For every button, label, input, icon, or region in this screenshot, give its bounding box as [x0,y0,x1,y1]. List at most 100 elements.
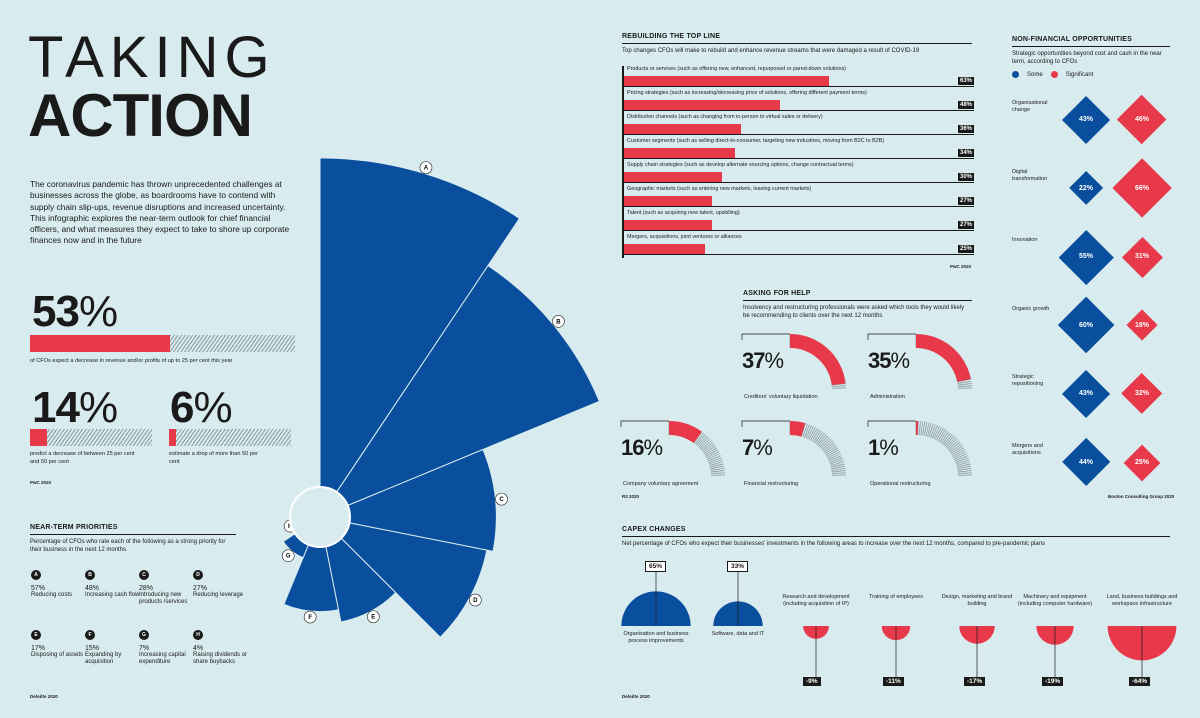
topline-bar [624,196,712,207]
topline-value: 27% [957,197,974,205]
topline-bar [624,172,722,183]
priority-badge: E [31,630,41,640]
priority-label: Reducing leverage [193,592,244,598]
priority-item: H 4% Raising dividends or share buybacks [193,630,253,666]
gauge-hatch [955,459,970,465]
priority-label: Introducing new products /services [139,592,188,605]
nonfin-value-significant: 66% [1134,184,1149,192]
topline-line [624,182,974,183]
gauge-unit: % [764,348,784,373]
topline-bar [624,124,742,135]
gauge-hatch [928,423,934,438]
gauge-tick [741,333,790,340]
gauge-hatch [824,445,837,454]
capex-label: Research and development (including acqu… [782,594,850,607]
gauge-hatch [810,427,818,441]
gauge-hatch [953,453,968,460]
rose-label-G: G [286,554,291,560]
rose-label-A: A [424,166,429,172]
topline-row: Mergers, acquisitions, joint ventures or… [624,234,974,255]
gauge-hatch [831,387,846,389]
gauge-hatch [940,431,950,444]
gauge-hatch [829,459,844,465]
gauge-hatch [708,457,722,463]
topline-value: 36% [957,125,974,133]
legend-some-label: Some [1027,71,1043,78]
rose-label-H: H [288,524,292,530]
capex-label: Land, business buildings and workspace i… [1106,594,1178,607]
gauge-number: 16 [621,435,645,460]
capex-section: CAPEX CHANGES Net percentage of CFOs who… [622,526,1170,548]
capex-label: Organisation and business process improv… [623,631,689,644]
stat-main-value: 53% [32,287,118,336]
gauge-hatch [823,443,836,453]
gauge-hatch [957,385,972,388]
topline-label: Distribution channels (such as changing … [627,114,823,120]
topline-bar [624,220,712,231]
priority-label: Increasing cash flow [85,592,140,598]
nonfin-value-significant: 31% [1134,253,1149,260]
gauge-hatch [710,465,725,470]
gauge-value: 16% [621,435,663,461]
nonfin-label: Mergers and acquisitions [1012,442,1043,456]
topline-line [624,254,974,255]
gauge-hatch [826,449,840,457]
gauge-hatch [804,424,810,438]
stat-main-bar [30,335,295,352]
capex-label: Machinery and equipment (including compu… [1017,594,1093,607]
gauge-hatch [936,427,944,441]
priority-item: D 27% Reducing leverage [193,570,253,599]
priority-label: Reducing costs [31,592,73,598]
gauge-hatch [953,451,967,459]
rose-label-C: C [499,497,504,503]
priority-badge: A [31,570,41,580]
gauge-hatch [819,437,830,448]
nonfin-title: NON-FINANCIAL OPPORTUNITIES [1012,36,1170,47]
gauge-hatch [939,430,948,443]
gauge-tick [867,420,916,427]
priority-badge: H [193,630,203,640]
priorities-section: NEAR-TERM PRIORITIES Percentage of CFOs … [30,524,236,554]
nonfin-value-some: 44% [1078,458,1093,466]
gauge-label: Operational restructuring [870,481,931,487]
gauge-hatch [818,435,829,447]
gauge-tick [741,420,790,427]
gauge-hatch [930,424,936,438]
nonfin-label: Organisational change [1012,100,1048,113]
gauge-value: 1% [868,435,899,461]
topline-line [624,134,974,135]
capex-value: 33% [727,561,749,572]
legend-significant-label: Significant [1065,71,1094,78]
nonfin-section: NON-FINANCIAL OPPORTUNITIES Strategic op… [1012,36,1170,78]
rose-label-marker [281,549,295,563]
stat-third-bar [169,429,291,446]
gauge-hatch [830,463,845,468]
priority-label: Disposing of assets [31,652,84,658]
nonfin-value-some: 55% [1078,253,1093,260]
priority-item: C 28% Introducing new products /services [139,570,199,606]
gauge-unit: % [753,435,773,460]
gauge-hatch [947,440,959,451]
topline-line [624,230,974,231]
priority-value: 17% [31,645,46,652]
gauge-hatch [955,457,969,463]
gauge-fill [916,421,919,436]
rose-label-marker [367,610,380,624]
gauge-label: Company voluntary agreement [623,481,699,487]
nonfin-label: Digital transformation [1012,168,1048,182]
title-line-2: ACTION [28,82,253,149]
topline-value: 27% [957,221,974,229]
gauge-hatch [820,438,832,449]
priority-value: 48% [85,585,100,592]
stat-third-value: 6% [170,383,233,432]
gauge-hatch [831,470,846,473]
gauge-hatch [698,437,709,448]
topline-line [624,206,974,207]
priority-value: 57% [31,585,46,592]
gauge-hatch [830,461,845,466]
gauge-hatch [957,465,972,470]
gauge-number: 7 [742,435,754,460]
priority-badge: F [85,630,95,640]
gauge-hatch [937,429,946,442]
